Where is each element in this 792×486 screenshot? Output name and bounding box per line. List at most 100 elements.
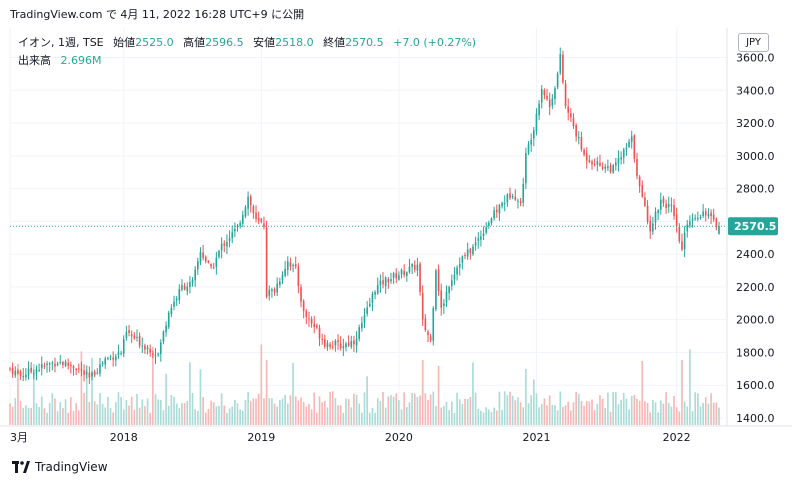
close-value: 2570.5 [345,36,384,49]
currency-button[interactable]: JPY [738,33,769,52]
candle-body [25,374,27,378]
volume-bar [580,400,583,425]
volume-bars [9,344,720,425]
candle-body [46,363,48,365]
candle-body [117,352,120,356]
candle-body [469,248,472,253]
candles [9,47,720,385]
volume-bar [591,399,593,425]
candle-body [580,136,583,150]
volume-bar [382,392,384,425]
candle-body [519,201,522,204]
volume-bar [546,405,548,425]
volume-bar [636,398,638,425]
volume-bar [646,402,649,425]
candle-body [646,205,649,222]
volume-bar [80,351,83,425]
last-price-label: 2570.5 [734,220,776,233]
candle-body [120,353,122,355]
volume-bar [226,412,228,425]
volume-bar [109,408,112,425]
candle-body [162,331,165,342]
candle-body [292,264,294,267]
candle-body [223,243,226,246]
candle-body [178,288,181,301]
volume-bar [450,401,453,425]
candle-body [249,196,252,205]
volume-bar [461,403,464,425]
candle-body [440,290,443,308]
candle-body [683,232,686,250]
volume-bar [408,402,411,425]
volume-bar [543,398,546,425]
ohlc-legend: イオン, 1週, TSE 始値2525.0 高値2596.5 安値2518.0 … [18,34,476,50]
volume-bar [570,410,572,425]
volume-bar [117,392,120,425]
tradingview-brand[interactable]: TradingView [12,460,108,474]
volume-bar [178,408,181,425]
volume-bar [406,406,408,425]
volume-bar [551,405,554,425]
candle-body [678,227,681,241]
x-tick-label: 2020 [385,431,413,444]
candle-body [387,279,390,283]
candle-body [67,362,70,366]
volume-bar [361,412,363,425]
candle-body [212,267,215,269]
candle-body [480,236,482,240]
candle-body [445,291,448,303]
candle-body [485,227,488,233]
volume-value: 2.696M [60,54,102,67]
volume-bar [342,412,345,425]
volume-bar [427,399,429,425]
volume-bar [64,399,67,425]
volume-bar [88,401,91,425]
volume-bar [318,396,321,425]
candle-body [72,366,75,369]
volume-bar [252,398,255,425]
volume-bar [136,393,138,425]
volume-bar [387,396,390,425]
y-tick-label: 1600.0 [736,379,775,392]
volume-bar [202,397,204,425]
y-tick-label: 3400.0 [736,84,775,97]
candle-body [300,287,302,302]
volume-bar [376,398,379,425]
candle-body [596,161,599,165]
candle-body [622,149,625,158]
volume-bar [424,393,427,425]
candle-body [665,203,667,209]
volume-bar [40,396,43,425]
candle-body [461,256,464,263]
volume-bar [395,393,398,425]
volume-bar [398,400,400,425]
volume-bar [70,397,72,425]
x-tick-label: 3月 [10,431,28,444]
volume-bar [72,411,75,425]
volume-bar [75,403,77,425]
volume-bar [691,411,694,425]
volume-bar [14,398,17,425]
symbol-label[interactable]: イオン, 1週, TSE [18,36,104,49]
candle-body [80,369,83,371]
volume-bar [146,398,149,425]
volume-bar [675,407,678,425]
volume-bar [133,409,136,425]
candle-body [104,358,107,365]
candle-body [437,269,440,292]
candle-body [294,264,297,267]
volume-bar [604,407,607,425]
volume-bar [62,407,64,425]
volume-bar [495,410,498,425]
volume-bar [363,392,366,425]
volume-bar [114,402,117,425]
candle-body [62,362,64,365]
candle-body [588,160,591,162]
candle-body [101,363,104,365]
volume-bar [413,393,416,425]
candle-body [321,339,323,341]
candle-body [265,227,268,297]
volume-bar [276,406,279,425]
volume-bar [286,403,289,425]
